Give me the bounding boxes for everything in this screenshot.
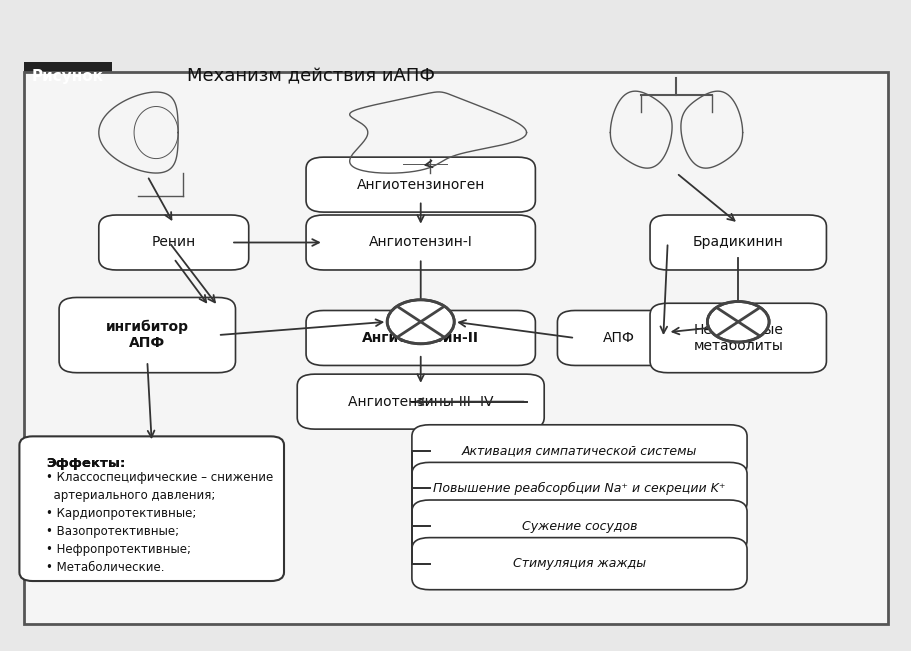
FancyBboxPatch shape xyxy=(24,62,112,92)
FancyBboxPatch shape xyxy=(650,215,825,270)
Text: Ангиотензиноген: Ангиотензиноген xyxy=(356,178,485,191)
Text: • Классоспецифические – снижение
  артериального давления;
• Кардиопротективные;: • Классоспецифические – снижение артериа… xyxy=(46,471,272,574)
Text: Эффекты:: Эффекты: xyxy=(46,456,125,469)
FancyBboxPatch shape xyxy=(306,311,535,365)
Text: Ренин: Ренин xyxy=(151,236,196,249)
Text: ингибитор
АПФ: ингибитор АПФ xyxy=(106,320,189,350)
FancyBboxPatch shape xyxy=(650,303,825,373)
Text: Ангиотензин-I: Ангиотензин-I xyxy=(368,236,472,249)
FancyBboxPatch shape xyxy=(306,157,535,212)
FancyBboxPatch shape xyxy=(297,374,544,429)
Text: Брадикинин: Брадикинин xyxy=(692,236,783,249)
FancyBboxPatch shape xyxy=(98,215,249,270)
Text: Рисунок: Рисунок xyxy=(32,69,104,84)
Text: Повышение реабсорбции Na⁺ и секреции K⁺: Повышение реабсорбции Na⁺ и секреции K⁺ xyxy=(433,482,725,495)
Circle shape xyxy=(387,299,454,344)
FancyBboxPatch shape xyxy=(24,72,887,624)
FancyBboxPatch shape xyxy=(557,311,681,365)
Text: Неактивные
метаболиты: Неактивные метаболиты xyxy=(692,323,783,353)
Text: Стимуляция жажды: Стимуляция жажды xyxy=(512,557,645,570)
Text: АПФ: АПФ xyxy=(602,331,634,345)
FancyBboxPatch shape xyxy=(412,538,746,590)
Text: Механизм действия иАПФ: Механизм действия иАПФ xyxy=(187,68,435,85)
FancyBboxPatch shape xyxy=(59,298,235,373)
FancyBboxPatch shape xyxy=(412,425,746,477)
FancyBboxPatch shape xyxy=(19,436,283,581)
FancyBboxPatch shape xyxy=(306,215,535,270)
FancyBboxPatch shape xyxy=(412,500,746,552)
Text: Ангиотензин-II: Ангиотензин-II xyxy=(362,331,478,345)
FancyBboxPatch shape xyxy=(15,57,896,96)
FancyBboxPatch shape xyxy=(412,462,746,514)
Text: Активация симпатической системы: Активация симпатической системы xyxy=(461,445,696,457)
Text: Ангиотензины-III- IV: Ангиотензины-III- IV xyxy=(348,395,493,409)
Text: Эффекты:: Эффекты: xyxy=(46,456,125,469)
Text: Сужение сосудов: Сужение сосудов xyxy=(521,519,637,533)
Circle shape xyxy=(707,301,768,342)
